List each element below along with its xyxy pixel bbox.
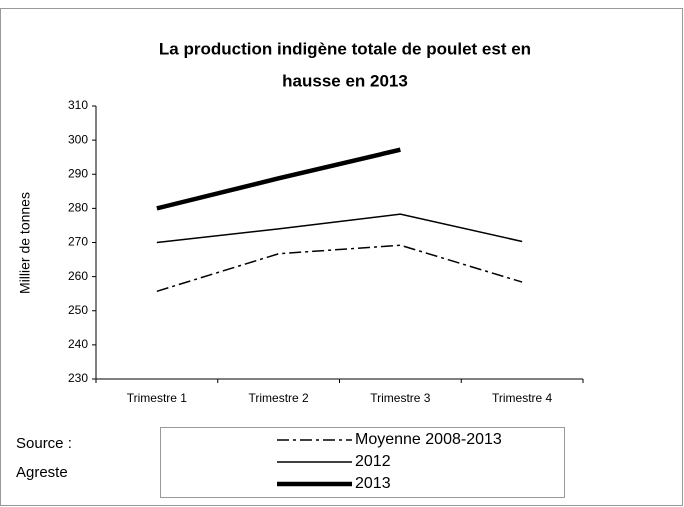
y-tick-label: 230 bbox=[68, 371, 88, 385]
legend-label: 2012 bbox=[355, 453, 391, 470]
y-tick-label: 310 bbox=[68, 98, 88, 112]
legend-box bbox=[160, 427, 565, 498]
chart-border bbox=[0, 8, 683, 506]
chart-title: hausse en 2013 bbox=[282, 71, 408, 90]
y-tick-label: 290 bbox=[68, 166, 88, 180]
y-tick-label: 280 bbox=[68, 201, 88, 215]
source: Agreste bbox=[16, 464, 68, 481]
x-tick-label: Trimestre 2 bbox=[249, 391, 310, 405]
x-tick-label: Trimestre 1 bbox=[127, 391, 188, 405]
series-line bbox=[156, 147, 401, 211]
y-tick-label: 300 bbox=[68, 132, 88, 146]
legend-label: 2013 bbox=[355, 475, 391, 492]
x-tick-label: Trimestre 3 bbox=[370, 391, 431, 405]
chart-title: La production indigène totale de poulet … bbox=[159, 39, 531, 58]
source: Source : bbox=[16, 435, 72, 452]
x-tick-label: Trimestre 4 bbox=[492, 391, 553, 405]
y-axis-label: Millier de tonnes bbox=[17, 192, 33, 294]
y-tick-label: 260 bbox=[68, 269, 88, 283]
series-line bbox=[156, 244, 523, 293]
series-line bbox=[156, 213, 523, 244]
y-tick-label: 270 bbox=[68, 235, 88, 249]
y-tick-label: 240 bbox=[68, 337, 88, 351]
y-tick-label: 250 bbox=[68, 303, 88, 317]
legend-label: Moyenne 2008-2013 bbox=[355, 431, 502, 448]
